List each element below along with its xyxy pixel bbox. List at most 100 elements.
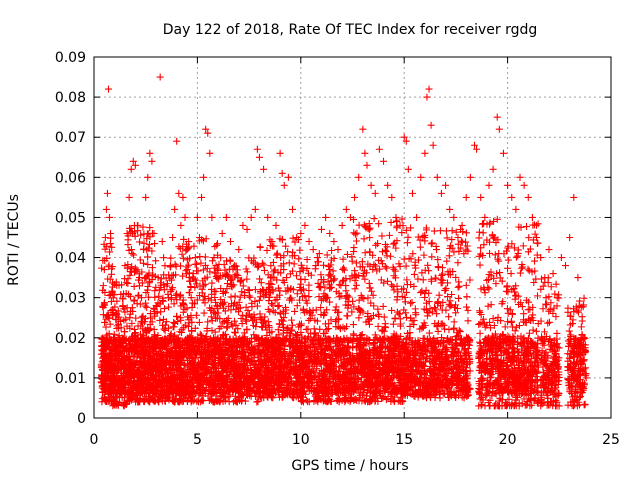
data-point [144, 253, 152, 261]
data-point [113, 324, 121, 332]
data-point [125, 396, 133, 404]
data-point [295, 255, 303, 263]
data-point [195, 318, 203, 326]
data-point [146, 277, 154, 285]
data-point [120, 316, 128, 324]
data-point [173, 312, 181, 320]
data-point [114, 307, 122, 315]
data-point [160, 305, 168, 313]
data-point [184, 322, 192, 330]
data-point [178, 250, 186, 258]
data-point [105, 263, 113, 271]
data-point [144, 244, 152, 252]
data-point [103, 336, 111, 344]
data-point [138, 344, 146, 352]
data-points [97, 73, 590, 410]
data-point [352, 259, 360, 267]
data-point [124, 241, 132, 249]
data-point [148, 264, 156, 272]
data-point [152, 257, 160, 265]
data-point [201, 253, 209, 261]
data-point [109, 392, 117, 400]
data-point [130, 296, 138, 304]
data-point [315, 283, 323, 291]
data-point [179, 255, 187, 263]
data-point [129, 353, 137, 361]
data-point [204, 318, 212, 326]
data-point [139, 259, 147, 267]
chart-title: Day 122 of 2018, Rate Of TEC Index for r… [163, 22, 538, 38]
data-point [97, 363, 105, 371]
data-point [136, 238, 144, 246]
data-point [351, 230, 359, 238]
data-point [105, 292, 113, 299]
data-point [130, 282, 138, 290]
data-point [130, 251, 138, 259]
data-point [169, 323, 177, 331]
data-point [343, 312, 351, 320]
data-point [199, 282, 207, 290]
data-point [361, 249, 369, 257]
data-point [101, 377, 109, 385]
data-point [310, 325, 318, 333]
data-point [349, 321, 357, 329]
data-point [119, 295, 127, 303]
data-point [301, 276, 309, 284]
data-point [118, 375, 126, 383]
data-point [151, 287, 159, 295]
data-point [256, 243, 264, 251]
data-point [146, 240, 154, 248]
data-point [326, 285, 334, 293]
data-point [102, 323, 110, 331]
data-point [99, 256, 107, 264]
data-point [142, 392, 150, 400]
data-point [227, 293, 235, 301]
data-point [106, 248, 114, 256]
data-point [256, 275, 264, 283]
data-point [285, 259, 293, 267]
data-point [151, 240, 159, 248]
data-point [139, 223, 147, 231]
data-point [144, 261, 152, 269]
data-point [111, 398, 119, 406]
data-point [383, 252, 391, 260]
data-point [139, 313, 147, 321]
data-point [124, 389, 132, 397]
data-point [349, 297, 357, 305]
data-point [381, 320, 389, 328]
data-point [120, 328, 128, 336]
data-point [306, 315, 314, 323]
data-point [142, 380, 150, 388]
data-point [213, 241, 221, 249]
data-point [112, 346, 120, 354]
data-point [145, 398, 153, 406]
data-point [232, 270, 240, 278]
data-point [305, 316, 313, 324]
data-point [236, 293, 244, 301]
data-point [260, 266, 268, 274]
data-point [260, 261, 268, 269]
data-point [243, 275, 251, 283]
data-point [280, 252, 288, 260]
data-point [126, 352, 134, 360]
data-point [246, 293, 254, 301]
data-point [251, 286, 259, 294]
data-point [165, 303, 173, 311]
data-point [101, 396, 109, 404]
data-point [335, 281, 343, 289]
data-point [352, 281, 360, 289]
data-point [177, 262, 185, 270]
data-point [263, 246, 271, 254]
data-point [131, 264, 139, 272]
data-point [140, 352, 148, 360]
data-point [106, 365, 114, 373]
data-point [105, 393, 113, 401]
data-point [101, 318, 109, 326]
data-point [147, 314, 155, 322]
data-point [131, 325, 139, 333]
data-point [117, 290, 125, 298]
data-point [316, 283, 324, 291]
data-point [99, 384, 107, 392]
data-point [108, 287, 116, 295]
